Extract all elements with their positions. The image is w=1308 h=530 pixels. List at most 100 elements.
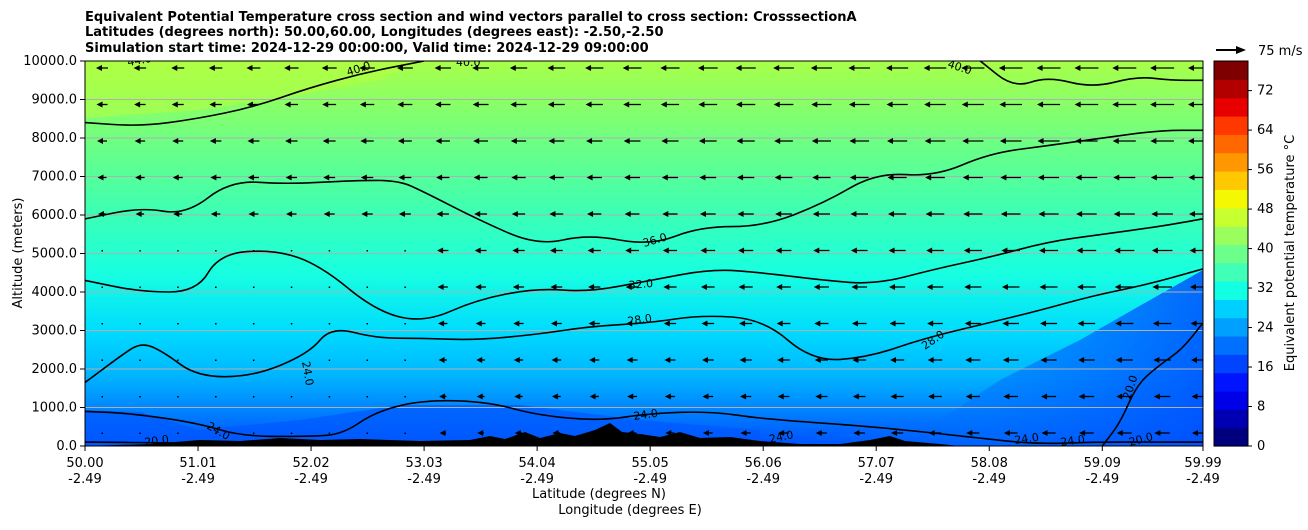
wind-vector-head [548, 174, 555, 181]
x-tick-label-lat: 59.99 [1184, 456, 1221, 471]
wind-vector [252, 359, 255, 361]
x-tick-label-lat: 54.04 [519, 456, 556, 471]
wind-vector-head [1041, 393, 1048, 400]
y-tick-label: 2000.0 [32, 362, 78, 377]
wind-vector-head [623, 101, 630, 108]
wind-vector-head [475, 284, 482, 290]
wind-vector-head [397, 101, 404, 108]
wind-vector [139, 359, 141, 361]
wind-vector-head [660, 101, 667, 108]
wind-vector-head [472, 65, 479, 71]
wind-vector [252, 396, 255, 398]
wind-vector-head [473, 138, 480, 144]
wind-vector-head [1076, 247, 1083, 254]
wind-vector-head [776, 320, 783, 327]
wind-vector-head [848, 65, 855, 71]
wind-vector-head [812, 211, 819, 217]
wind-vector-head [551, 393, 558, 400]
wind-vector-head [698, 138, 705, 144]
wind-vector-head [887, 138, 894, 144]
wind-vector [139, 286, 141, 288]
wind-vector-head [512, 284, 519, 290]
wind-vector-head [1037, 101, 1044, 108]
wind-vector-head [699, 174, 706, 181]
x-tick-label-lon: -2.49 [520, 472, 554, 487]
wind-vector-head [1077, 320, 1084, 327]
wind-vector-head [587, 247, 594, 254]
wind-vector-head [624, 211, 631, 217]
wind-vector-head [323, 174, 330, 181]
colorbar-segment [1214, 226, 1248, 245]
wind-vector-head [1078, 393, 1085, 400]
x-axis-label-longitude: Longitude (degrees E) [558, 503, 702, 518]
wind-vector [177, 286, 179, 288]
wind-vector [290, 323, 293, 325]
wind-vector-head [436, 174, 443, 181]
colorbar-segment [1214, 189, 1248, 209]
wind-vector-head [1075, 138, 1082, 144]
wind-vector-head [965, 393, 972, 400]
wind-vector-head [1074, 65, 1081, 71]
wind-vector-head [624, 174, 631, 181]
wind-vector-head [588, 284, 595, 290]
wind-vector [139, 323, 141, 325]
wind-vector-head [210, 174, 217, 181]
wind-vector-head [737, 211, 744, 217]
wind-vector-head [627, 393, 634, 400]
wind-vector-head [1112, 138, 1119, 144]
wind-vector-head [321, 65, 328, 71]
wind-vector-head [284, 65, 291, 71]
x-tick-label-lat: 57.07 [858, 456, 895, 471]
contour-label-40-b: 40.0 [456, 56, 481, 69]
wind-vector-head [888, 211, 895, 217]
wind-vector-head [247, 174, 254, 181]
wind-vector-head [815, 393, 822, 400]
wind-vector-head [774, 174, 781, 181]
wind-vector [404, 323, 406, 325]
wind-vector-head [589, 357, 596, 363]
wind-vector-head [851, 320, 858, 327]
wind-vector-head [171, 101, 178, 108]
wind-vector-head [588, 320, 595, 327]
wind-vector-head [1116, 430, 1123, 436]
contour-label-44: 44.0 [126, 52, 152, 69]
wind-vector-head [97, 138, 103, 144]
y-tick-label: 4000.0 [32, 285, 78, 300]
wind-vector-head [964, 320, 971, 327]
wind-vector-head [550, 320, 557, 327]
wind-vector-head [815, 430, 822, 436]
contour-label-32: 32.0 [628, 277, 654, 292]
wind-vector-head [925, 174, 932, 181]
wind-vector-head [1115, 320, 1122, 327]
wind-vector [101, 359, 103, 361]
wind-vector-head [853, 430, 860, 436]
wind-vector [328, 359, 331, 361]
wind-vector-head [1152, 284, 1159, 290]
x-tick-label-lat: 55.05 [632, 456, 669, 471]
wind-vector-head [1150, 101, 1157, 108]
wind-vector-head [701, 320, 708, 327]
wind-vector-head [852, 357, 859, 363]
quiver-key-arrow-head [1236, 46, 1246, 54]
wind-vector [101, 286, 103, 288]
wind-vector [215, 432, 217, 434]
wind-vector-head [1040, 357, 1047, 363]
wind-vector-head [661, 138, 668, 144]
x-tick-label-lat: 52.02 [292, 456, 329, 471]
wind-vector-head [1003, 430, 1010, 436]
wind-vector-head [438, 320, 445, 327]
colorbar-tick-label: 48 [1257, 202, 1274, 217]
wind-vector-head [924, 138, 931, 144]
wind-vector-head [1112, 101, 1119, 108]
wind-vector-head [1112, 65, 1119, 71]
wind-vector-head [586, 174, 593, 181]
wind-vector-head [926, 284, 933, 290]
wind-vector-head [962, 138, 969, 144]
x-tick-label-lat: 53.03 [405, 456, 442, 471]
chart-title-line-1: Equivalent Potential Temperature cross s… [85, 10, 857, 25]
wind-vector-head [1001, 284, 1008, 290]
colorbar-label: Equivalent potential temperature °C [1283, 135, 1298, 371]
colorbar-tick-label: 32 [1257, 281, 1274, 296]
wind-vector-head [322, 101, 329, 108]
wind-vector-head [361, 211, 368, 217]
